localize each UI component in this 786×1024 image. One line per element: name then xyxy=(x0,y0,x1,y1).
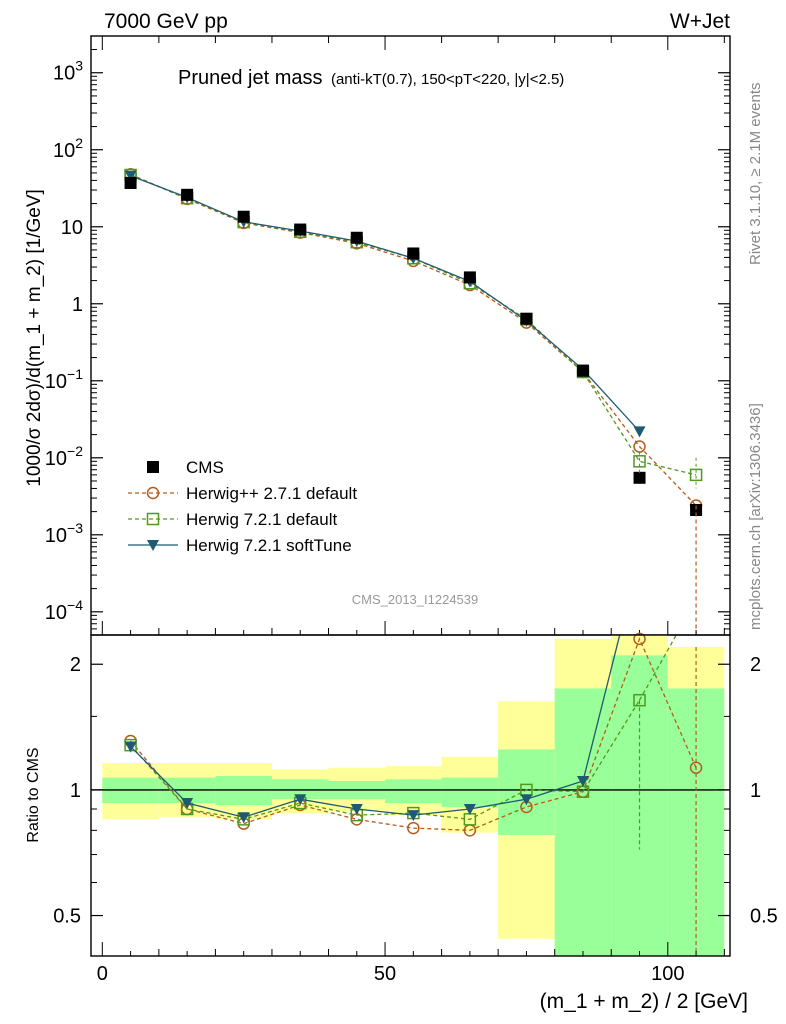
legend-marker xyxy=(146,486,160,500)
x-tick-label: 100 xyxy=(651,963,684,985)
main-series-layer xyxy=(124,168,703,635)
ratio-series-line-extension xyxy=(638,634,677,701)
ratio1-series-line xyxy=(130,699,641,821)
ratio-series-layer xyxy=(124,632,703,956)
ratio-bands xyxy=(91,635,730,956)
ratio-y-tick-label: 0.5 xyxy=(53,906,81,928)
ratio2-point xyxy=(576,776,589,788)
ratio-axis-ticks: 0 50 100 0.5 0.5 1 1 2 2 xyxy=(53,654,778,985)
main-point xyxy=(520,312,533,325)
ratio2-point xyxy=(350,803,363,815)
main-y-tick-label: 10−4 xyxy=(45,597,83,624)
main-point xyxy=(576,364,589,377)
ratio-y-tick-label-right: 2 xyxy=(750,654,761,676)
ratio0-point xyxy=(407,821,420,835)
x-tick-label: 50 xyxy=(374,963,396,985)
plot-title-sub: (anti-kT(0.7), 150<pT<220, |y|<2.5) xyxy=(331,71,564,88)
ratio2-point xyxy=(520,794,533,806)
ratio0-point xyxy=(633,632,646,646)
ratio2-point xyxy=(407,810,420,822)
ratio-y-tick-label-right: 1 xyxy=(750,780,761,802)
main-point xyxy=(350,231,363,244)
main-y-tick-label: 102 xyxy=(53,135,83,162)
main-y-tick-label: 10−1 xyxy=(45,366,83,393)
process-label: W+Jet xyxy=(670,10,730,33)
ratio1-point xyxy=(633,693,646,707)
main-point xyxy=(124,170,137,182)
plot-title: Pruned jet mass (anti-kT(0.7), 150<pT<22… xyxy=(178,67,564,89)
main-y-tick-label: 103 xyxy=(53,58,83,85)
ratio2-point xyxy=(181,798,194,810)
ratio-y-tick-label-right: 0.5 xyxy=(750,906,778,928)
ratio2-point xyxy=(463,803,476,815)
main-series-line xyxy=(130,175,641,432)
legend-label: Herwig++ 2.7.1 default xyxy=(186,484,357,503)
rivet-label: Rivet 3.1.10, ≥ 2.1M events xyxy=(747,83,764,266)
stat-band xyxy=(554,688,612,956)
main-series-line xyxy=(130,173,697,506)
plot-title-main: Pruned jet mass xyxy=(178,67,323,89)
main-point xyxy=(124,177,137,190)
main-point xyxy=(294,223,307,236)
legend-marker xyxy=(147,540,159,551)
main-point xyxy=(633,426,646,438)
legend-label: Herwig 7.2.1 softTune xyxy=(186,536,352,555)
ratio-frame xyxy=(90,634,731,957)
ratio-y-tick-label: 2 xyxy=(70,654,81,676)
stat-band xyxy=(385,779,442,804)
main-point xyxy=(181,188,194,201)
legend: CMS Herwig++ 2.7.1 default Herwig 7.2.1 de… xyxy=(128,458,357,555)
ratio2-point xyxy=(237,812,250,824)
x-axis-label: (m_1 + m_2) / 2 [GeV] xyxy=(540,990,748,1013)
main-y-tick-label: 10 xyxy=(61,217,83,239)
ratio-series-line-extension xyxy=(582,634,621,782)
main-point xyxy=(689,468,703,482)
main-point xyxy=(690,503,703,516)
legend-marker xyxy=(146,512,160,526)
main-series-line xyxy=(130,174,697,476)
ratio2-point xyxy=(294,794,307,806)
main-point xyxy=(407,247,420,260)
stat-band xyxy=(441,777,499,807)
main-y-tick-label: 10−2 xyxy=(45,443,83,470)
main-y-tick-label: 1 xyxy=(72,294,83,316)
analysis-watermark: CMS_2013_I1224539 xyxy=(352,592,479,607)
stat-band xyxy=(498,749,555,835)
ratio0-series-line xyxy=(130,637,697,831)
legend-label: CMS xyxy=(186,458,224,477)
x-tick-label: 0 xyxy=(97,963,108,985)
mcplots-label: mcplots.cern.ch [arXiv:1306.3436] xyxy=(747,403,764,630)
ratio-y-tick-label: 1 xyxy=(70,780,81,802)
ratio-y-axis-label: Ratio to CMS xyxy=(25,747,42,842)
main-point xyxy=(463,271,476,284)
main-y-axis-label: 1000/σ 2dσ)/d(m_1 + m_2) [1/GeV] xyxy=(24,189,45,487)
legend-label: Herwig 7.2.1 default xyxy=(186,510,337,529)
main-point xyxy=(633,471,646,484)
main-point xyxy=(237,210,250,223)
energy-label: 7000 GeV pp xyxy=(104,10,228,33)
main-point xyxy=(633,455,646,468)
legend-marker xyxy=(147,461,159,473)
main-y-tick-label: 10−3 xyxy=(45,520,83,547)
ratio2-point xyxy=(124,741,137,753)
